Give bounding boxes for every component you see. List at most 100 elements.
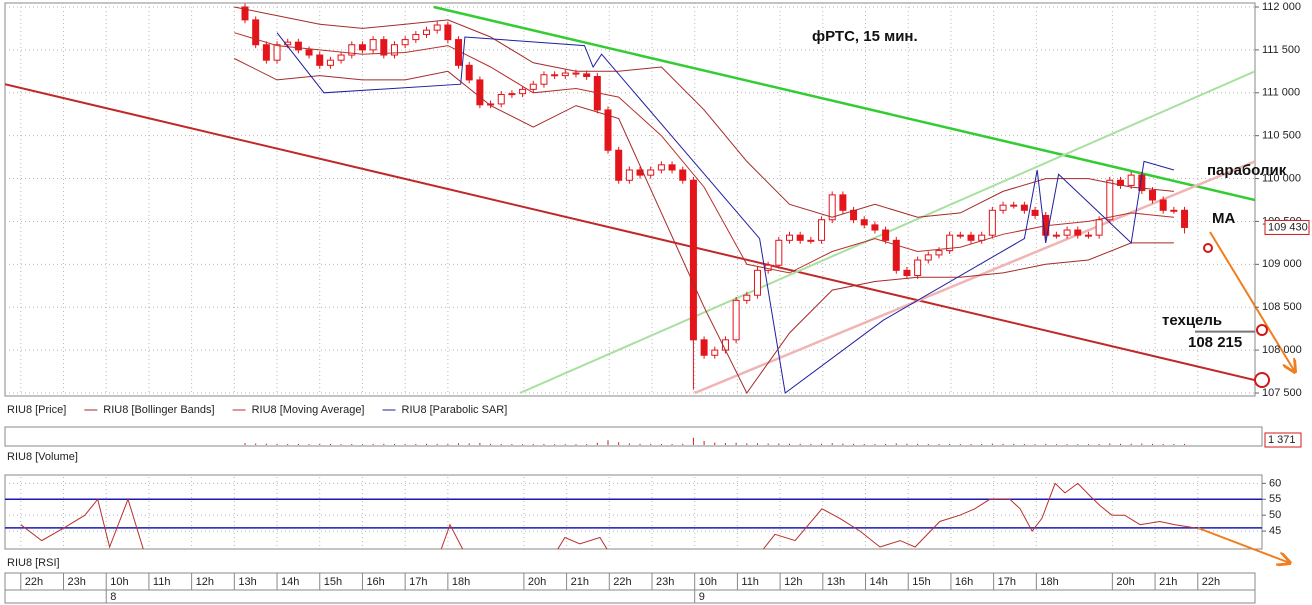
x-tick-label: 11h [153,576,171,588]
volume-plot [244,437,1186,445]
candle-body [946,234,954,252]
volume-bar [458,443,460,445]
volume-bar [949,443,951,445]
volume-bar [607,440,609,445]
price-panel [4,2,1256,397]
volume-bar [404,444,406,445]
candle-body [647,169,655,176]
y-tick-label: 50 [1269,509,1281,521]
volume-bar [639,443,641,445]
candle-body [1095,219,1103,236]
volume-bar [297,443,299,445]
x-tick-label: 10h [699,576,717,588]
x-tick-label: 12h [784,576,802,588]
trend-line [694,160,1255,395]
candle-body [1159,199,1167,211]
y-tick-label: 108 500 [1262,301,1302,313]
volume-bar [596,442,598,445]
candle-body [1170,209,1178,212]
volume-bar [351,444,353,445]
volume-bar [660,443,662,445]
candle-body [978,234,986,241]
target-marker [1256,324,1268,336]
y-tick-label: 112 000 [1262,1,1301,13]
volume-bar [1013,443,1015,445]
volume-bar [1173,444,1175,445]
candle-body [924,254,932,261]
rsi-line [20,482,1195,549]
candle-body [380,39,388,56]
candle-body [465,64,473,81]
indicator-line [234,32,1174,274]
candle-body [508,93,516,96]
volume-bar [714,442,716,445]
candle-body [914,259,922,276]
volume-bar [1034,444,1036,445]
volume-bar [1045,443,1047,445]
candle-body [743,294,751,301]
volume-bar [959,444,961,445]
candle-body [529,83,537,90]
volume-bar [724,443,726,445]
volume-bar [532,444,534,445]
date-label: 8 [110,591,116,603]
indicator-line [276,32,1175,394]
x-tick-label: 13h [827,576,845,588]
volume-bar [1141,443,1143,445]
volume-bar [991,443,993,445]
volume-panel [4,426,1263,447]
candle-body [241,6,249,21]
x-tick-label: 20h [528,576,546,588]
candle-body [999,204,1007,211]
x-tick-label: 11h [741,576,759,588]
candle-body [1106,179,1114,221]
volume-bar [426,443,428,445]
volume-bar [319,443,321,445]
volume-title: RIU8 [Volume] [7,451,78,463]
candle-body [561,72,569,77]
legend-label: RIU8 [Bollinger Bands] [103,404,214,416]
candle-body [444,24,452,41]
candle-body [316,54,324,66]
volume-bar [276,443,278,445]
x-tick-label: 23h [68,576,86,588]
candle-body [326,59,334,66]
forecast-arrow [1209,231,1295,372]
volume-bar [789,443,791,445]
legend-label: RIU8 [Moving Average] [252,404,365,416]
volume-bar [564,444,566,445]
candle-body [412,33,420,41]
volume-bar [810,443,812,445]
y-tick-label: 111 500 [1262,44,1300,56]
volume-last-box [1264,432,1302,448]
rsi-title: RIU8 [RSI] [7,557,60,569]
candle-body [519,88,527,95]
candle-body [679,169,687,181]
volume-bar [1055,444,1057,445]
y-tick-label: 107 500 [1262,387,1302,399]
volume-bar [265,443,267,445]
rsi-plot [5,475,1262,549]
x-tick-label: 15h [324,576,342,588]
date-label: 9 [699,591,705,603]
y-tick-label: 109 000 [1262,258,1302,270]
x-tick-label: 14h [281,576,299,588]
volume-bar [361,444,363,445]
candle-body [700,339,708,356]
candle-body [390,44,398,56]
candle-body [1074,229,1082,236]
volume-bar [842,443,844,445]
volume-bar [500,443,502,445]
volume-bar [799,443,801,445]
legend-label: RIU8 [Price] [7,404,66,416]
candle-body [284,41,292,46]
volume-bar [863,443,865,445]
x-tick-label: 15h [912,576,930,588]
volume-bar [393,444,395,445]
candle-body [583,73,591,77]
candle-body [1052,234,1060,237]
volume-bar [575,444,577,445]
candle-body [903,269,911,276]
candle-body [1031,209,1039,216]
candle-body [1010,204,1018,207]
